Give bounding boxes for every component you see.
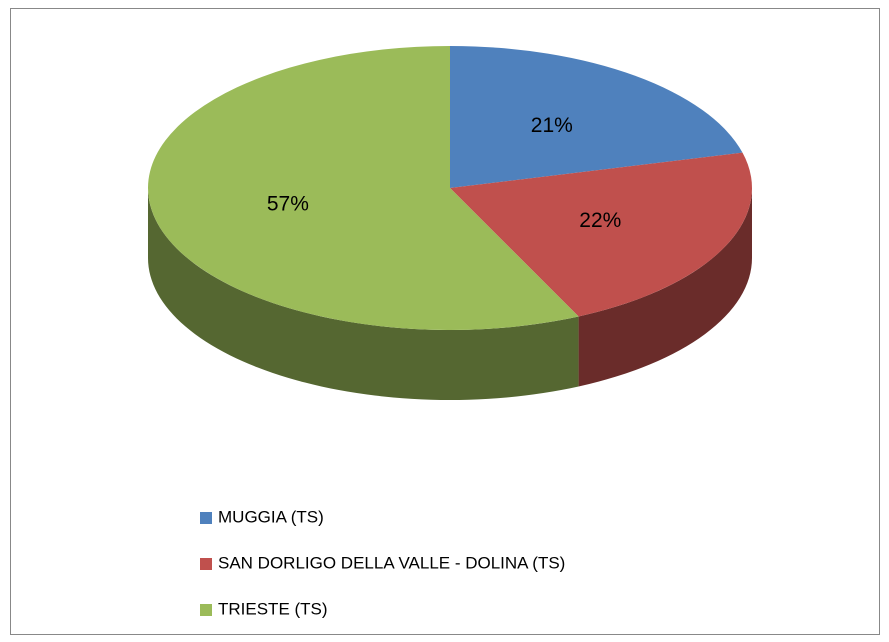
data-label: 21% (531, 114, 573, 137)
legend-label: MUGGIA (TS) (218, 507, 324, 526)
data-label: 57% (267, 193, 309, 216)
legend-label: SAN DORLIGO DELLA VALLE - DOLINA (TS) (218, 553, 565, 572)
legend-swatch (200, 512, 212, 524)
pie-slice (450, 152, 752, 317)
pie-side (148, 188, 579, 400)
pie-slice (147, 46, 579, 330)
legend-label: TRIESTE (TS) (218, 599, 328, 618)
legend-swatch (200, 558, 212, 570)
data-label: 22% (579, 209, 621, 232)
pie-slice (450, 46, 743, 188)
legend-swatch (200, 604, 212, 616)
pie-side (578, 188, 752, 387)
